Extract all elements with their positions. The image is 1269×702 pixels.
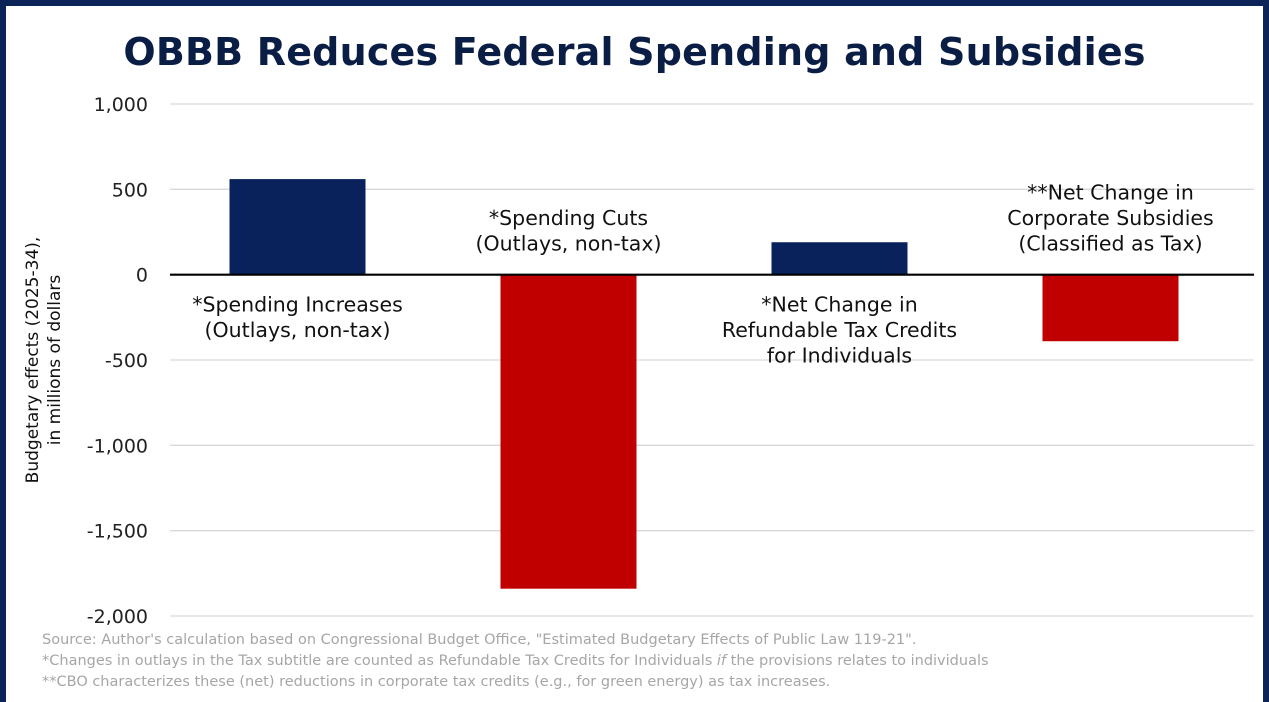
source-note: Source: Author's calculation based on Co… <box>42 632 917 648</box>
category-label-1-line-1: *Spending Increases <box>192 293 403 317</box>
category-label-4-line-2: Corporate Subsidies <box>1007 206 1213 230</box>
chart-title: OBBB Reduces Federal Spending and Subsid… <box>123 30 1146 74</box>
y-tick-label: -1,500 <box>87 521 148 543</box>
category-label-4-line-1: **Net Change in <box>1027 181 1194 205</box>
gridlines <box>170 103 1254 617</box>
y-axis-ticks: 1,000 500 0 -500 -1,000 -1,500 -2,000 <box>87 94 148 628</box>
category-label-1-line-2: (Outlays, non-tax) <box>205 318 391 342</box>
y-tick-label: -2,000 <box>87 606 148 628</box>
category-label-2-line-2: (Outlays, non-tax) <box>476 232 662 256</box>
bar-2 <box>500 274 637 589</box>
category-label-3-line-2: Refundable Tax Credits <box>722 318 957 342</box>
category-label-3-line-3: for Individuals <box>767 344 912 368</box>
y-tick-label: -500 <box>105 350 148 372</box>
bar-4 <box>1042 274 1179 342</box>
footnote-individuals-emphasis: if <box>716 653 727 669</box>
y-tick-label: 500 <box>112 179 148 201</box>
footnote-corporate: **CBO characterizes these (net) reductio… <box>42 674 831 690</box>
y-axis-label-line-1: Budgetary effects (2025-34), <box>23 237 43 484</box>
y-tick-label: -1,000 <box>87 435 148 457</box>
category-label-4-line-3: (Classified as Tax) <box>1018 232 1202 256</box>
footnote-individuals: *Changes in outlays in the Tax subtitle … <box>42 651 989 672</box>
category-label-2-line-1: *Spending Cuts <box>489 206 648 230</box>
y-axis-label-line-2: in millions of dollars <box>45 275 65 446</box>
category-labels: *Spending Increases(Outlays, non-tax)*Sp… <box>192 181 1213 368</box>
footnote-individuals-part-2: the provisions relates to individuals <box>726 653 989 669</box>
y-tick-label: 1,000 <box>94 94 148 116</box>
category-label-3-line-1: *Net Change in <box>761 293 917 317</box>
footnotes: Source: Author's calculation based on Co… <box>42 630 989 693</box>
bar-3 <box>771 242 908 275</box>
footnote-individuals-part-1: *Changes in outlays in the Tax subtitle … <box>42 653 717 669</box>
bars <box>170 179 1254 589</box>
y-axis-label: Budgetary effects (2025-34), in millions… <box>23 237 65 484</box>
bar-1 <box>229 179 366 275</box>
y-tick-label: 0 <box>136 265 148 287</box>
